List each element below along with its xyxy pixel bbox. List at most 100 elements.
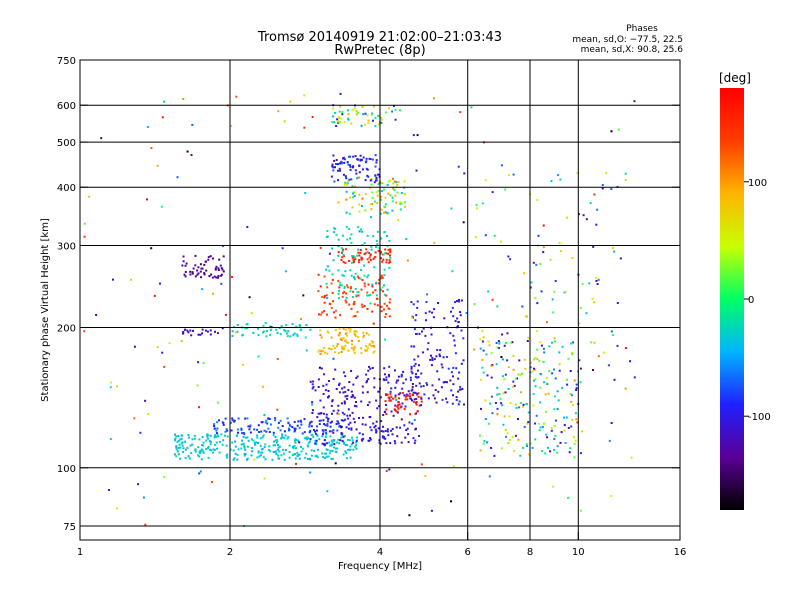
data-point: [328, 430, 331, 433]
data-point: [570, 394, 573, 397]
data-point: [384, 111, 387, 114]
data-point: [410, 370, 413, 373]
data-point: [324, 435, 327, 438]
data-point: [366, 174, 369, 177]
data-point: [501, 333, 504, 336]
data-point: [313, 449, 316, 452]
data-point: [184, 456, 187, 459]
data-point: [352, 383, 355, 386]
data-point: [305, 436, 308, 439]
data-point: [189, 444, 192, 447]
data-point: [345, 177, 348, 180]
data-point: [509, 258, 512, 261]
data-point: [593, 341, 596, 344]
data-point: [83, 235, 86, 238]
data-point: [314, 430, 316, 433]
data-point: [182, 331, 185, 333]
data-point: [242, 432, 245, 434]
data-point: [575, 418, 578, 421]
chart-title: Tromsø 20140919 21:02:00–21:03:43: [257, 30, 502, 45]
data-point: [359, 154, 362, 157]
data-point: [574, 412, 577, 415]
data-point: [400, 373, 403, 376]
data-point: [571, 351, 574, 354]
data-point: [306, 444, 309, 447]
data-point: [353, 300, 356, 303]
data-point: [322, 443, 325, 446]
data-point: [246, 445, 249, 448]
data-point: [368, 252, 370, 254]
data-point: [449, 332, 452, 335]
data-point: [415, 169, 418, 172]
data-point: [366, 258, 369, 261]
data-point: [242, 435, 245, 438]
data-point: [503, 415, 506, 418]
data-point: [216, 421, 219, 424]
data-point: [311, 403, 314, 406]
data-point: [441, 366, 444, 369]
data-point: [563, 424, 566, 427]
data-point: [576, 421, 579, 424]
data-point: [210, 273, 213, 276]
data-point: [237, 448, 240, 451]
data-point: [361, 423, 364, 426]
data-point: [418, 404, 421, 407]
data-point: [333, 443, 336, 446]
data-point: [337, 409, 340, 412]
data-point: [399, 109, 401, 112]
data-point: [350, 286, 352, 289]
data-point: [343, 346, 346, 349]
data-point: [350, 261, 353, 264]
data-point: [377, 282, 380, 285]
data-point: [365, 160, 368, 163]
data-point: [249, 431, 252, 434]
data-point: [221, 421, 224, 424]
data-point: [396, 183, 399, 186]
data-point: [156, 346, 159, 348]
data-point: [500, 164, 503, 167]
data-point: [507, 255, 510, 258]
data-point: [527, 411, 530, 414]
data-point: [381, 276, 384, 279]
data-point: [425, 319, 427, 322]
data-point: [311, 387, 314, 390]
data-point: [192, 267, 195, 270]
data-point: [320, 367, 323, 370]
data-point: [397, 407, 400, 410]
data-point: [177, 435, 180, 437]
data-point: [395, 410, 398, 413]
data-point: [546, 382, 549, 385]
data-point: [344, 328, 347, 331]
data-point: [274, 436, 277, 438]
data-point: [390, 387, 393, 390]
data-point: [326, 286, 329, 289]
data-point: [507, 388, 510, 390]
data-point: [163, 365, 166, 368]
data-point: [394, 442, 397, 445]
data-point: [412, 400, 415, 403]
data-point: [354, 333, 357, 336]
data-point: [394, 118, 397, 121]
data-point: [358, 254, 361, 257]
data-point: [433, 241, 436, 244]
data-point: [332, 166, 335, 169]
data-point: [535, 263, 538, 266]
data-point: [413, 358, 416, 361]
data-point: [262, 456, 265, 459]
data-point: [355, 405, 358, 408]
data-point: [326, 352, 329, 355]
data-point: [244, 453, 247, 456]
data-point: [356, 275, 359, 278]
data-point: [216, 427, 219, 430]
data-point: [236, 453, 239, 456]
data-point: [139, 431, 142, 434]
data-point: [353, 256, 356, 259]
data-point: [209, 329, 212, 332]
data-point: [351, 436, 353, 439]
data-point: [264, 421, 267, 424]
data-point: [332, 300, 335, 303]
data-point: [321, 452, 323, 455]
data-point: [221, 268, 224, 271]
data-point: [508, 439, 511, 441]
data-point: [582, 214, 585, 217]
